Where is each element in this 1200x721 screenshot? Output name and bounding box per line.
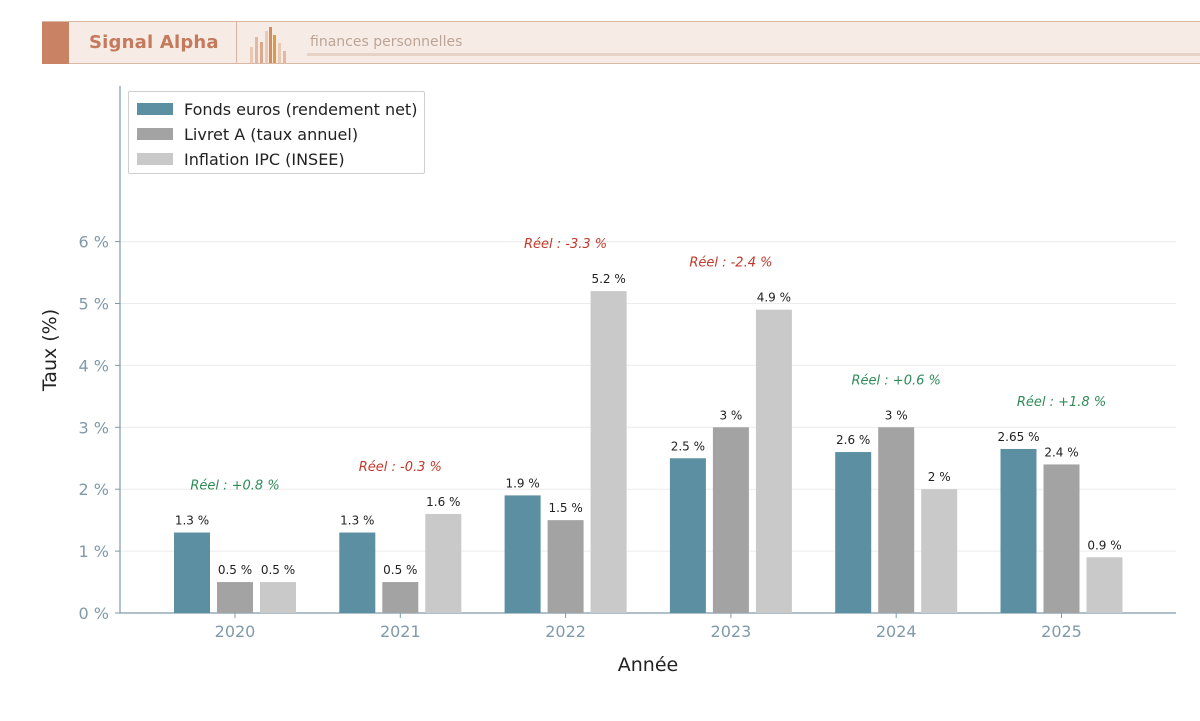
bar-value-label: 2.65 %: [998, 430, 1040, 444]
real-return-annotation: Réel : -0.3 %: [359, 460, 442, 475]
bar-value-label: 2.6 %: [836, 433, 870, 447]
chart-legend: Fonds euros (rendement net) Livret A (ta…: [128, 91, 425, 174]
legend-swatch-fonds: [137, 103, 173, 115]
bar-inflation: [755, 309, 792, 613]
y-tick-label: 1 %: [79, 542, 109, 561]
bar-inflation: [425, 513, 462, 613]
bar-livret: [217, 582, 253, 613]
bar-value-label: 2.4 %: [1044, 445, 1078, 459]
bar-livret: [382, 582, 419, 613]
bar-livret: [547, 520, 584, 613]
bar-value-label: 2 %: [928, 470, 951, 484]
bar-value-label: 1.3 %: [340, 514, 374, 528]
app-header: Signal Alpha finances personnelles: [42, 21, 1200, 64]
bar-fonds: [1000, 448, 1037, 613]
bar-inflation: [260, 582, 296, 613]
legend-label-inflation: Inflation IPC (INSEE): [184, 149, 345, 169]
bar-fonds: [339, 532, 376, 613]
bar-fonds: [835, 452, 872, 613]
real-return-annotation: Réel : +0.6 %: [852, 373, 941, 388]
y-tick-label: 2 %: [79, 480, 109, 499]
bar-value-label: 4.9 %: [757, 291, 791, 305]
legend-label-fonds: Fonds euros (rendement net): [184, 99, 418, 119]
bar-value-label: 1.6 %: [426, 495, 460, 509]
real-return-annotation: Réel : -3.3 %: [524, 237, 607, 252]
x-tick-label: 2020: [215, 622, 256, 641]
tagline: finances personnelles: [310, 34, 463, 50]
bar-fonds: [504, 495, 541, 613]
tagline-rule: [307, 53, 1200, 56]
bar-inflation: [590, 291, 627, 613]
legend-swatch-livret: [137, 128, 173, 140]
real-return-annotation: Réel : +0.8 %: [190, 479, 279, 494]
header-divider: [236, 22, 237, 64]
bar-value-label: 0.5 %: [383, 563, 417, 577]
x-tick-label: 2025: [1041, 622, 1082, 641]
x-axis-title: Année: [618, 654, 678, 676]
y-tick-label: 0 %: [79, 604, 109, 623]
bar-value-label: 0.9 %: [1087, 538, 1121, 552]
x-tick-label: 2023: [711, 622, 752, 641]
legend-item-inflation: Inflation IPC (INSEE): [137, 149, 345, 169]
legend-label-livret: Livret A (taux annuel): [184, 124, 359, 144]
bar-value-label: 3 %: [885, 408, 908, 422]
bar-inflation: [921, 489, 958, 613]
legend-swatch-inflation: [137, 153, 173, 165]
bar-chart-logo-icon: [250, 27, 286, 63]
y-tick-label: 3 %: [79, 418, 109, 437]
bar-value-label: 0.5 %: [218, 563, 252, 577]
brand-name: Signal Alpha: [89, 32, 219, 53]
bar-value-label: 1.9 %: [505, 476, 539, 490]
bar-livret: [712, 427, 749, 613]
bar-value-label: 2.5 %: [671, 439, 705, 453]
bar-inflation: [1086, 557, 1123, 613]
bar-value-label: 3 %: [719, 408, 742, 422]
y-tick-label: 6 %: [79, 233, 109, 252]
legend-item-livret: Livret A (taux annuel): [137, 124, 358, 144]
bar-fonds: [669, 458, 706, 613]
real-return-annotation: Réel : +1.8 %: [1017, 395, 1106, 410]
real-return-annotation: Réel : -2.4 %: [689, 256, 772, 271]
y-tick-label: 5 %: [79, 295, 109, 314]
x-tick-label: 2022: [545, 622, 586, 641]
bar-value-label: 5.2 %: [591, 272, 625, 286]
bar-value-label: 0.5 %: [261, 563, 295, 577]
bar-value-label: 1.5 %: [548, 501, 582, 515]
y-axis-title: Taux (%): [39, 309, 61, 392]
x-tick-label: 2021: [380, 622, 421, 641]
x-tick-label: 2024: [876, 622, 917, 641]
bar-livret: [1043, 464, 1080, 613]
chart: 0 % 1 % 2 % 3 % 4 % 5 % 6 % 1.3 % 0.5 % 0.5 % 2020…: [39, 86, 1176, 676]
legend-item-fonds: Fonds euros (rendement net): [137, 99, 417, 119]
y-tick-label: 4 %: [79, 356, 109, 375]
bar-value-label: 1.3 %: [175, 514, 209, 528]
bar-fonds: [174, 532, 210, 613]
bar-livret: [878, 427, 915, 613]
brand-swatch: [42, 22, 69, 64]
